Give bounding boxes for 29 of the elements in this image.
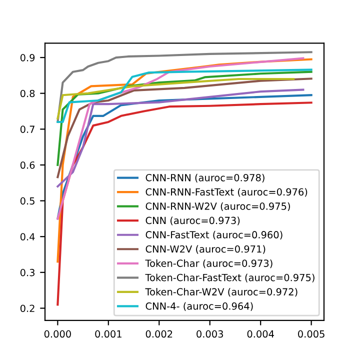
x-tick-label: 0.005 (298, 330, 324, 338)
x-tick-label: 0.004 (247, 330, 274, 338)
y-tick-label: 0.5 (20, 197, 34, 205)
y-tick-label: 0.2 (20, 304, 34, 312)
legend-label: Token-Char-FastText (auroc=0.975) (145, 274, 314, 282)
line-series (56, 88, 304, 188)
legend-label: CNN-RNN (auroc=0.978) (146, 174, 264, 182)
legend-label: CNN (auroc=0.973) (146, 216, 240, 226)
y-tick-label: 0.3 (20, 268, 34, 276)
line-series (56, 68, 312, 124)
legend-label: CNN-4- (auroc=0.964) (146, 302, 253, 311)
legend-label: CNN-FastText (auroc=0.960) (146, 230, 282, 240)
y-tick-label: 0.4 (20, 233, 35, 240)
line-series (56, 51, 312, 124)
line-series (56, 78, 295, 120)
x-tick-label: 0.002 (146, 330, 172, 338)
y-tick-label: 0.6 (20, 161, 35, 169)
x-tick-label: 0.003 (196, 330, 223, 338)
x-tick-label: 0.001 (95, 330, 122, 338)
legend-label: CNN-W2V (auroc=0.971) (146, 245, 266, 254)
legend-label: Token-Char-W2V (auroc=0.972) (145, 288, 298, 297)
line-series (56, 70, 312, 166)
x-tick-label: 0.000 (44, 330, 71, 338)
y-tick-label: 0.8 (20, 90, 35, 98)
legend-label: CNN-RNN-FastText (auroc=0.976) (146, 188, 308, 197)
y-tick-label: 0.7 (20, 126, 34, 133)
legend-label: Token-Char (auroc=0.973) (145, 259, 272, 268)
y-tick-label: 0.9 (20, 54, 35, 62)
legend-label: CNN-RNN-W2V (auroc=0.975) (146, 202, 290, 212)
